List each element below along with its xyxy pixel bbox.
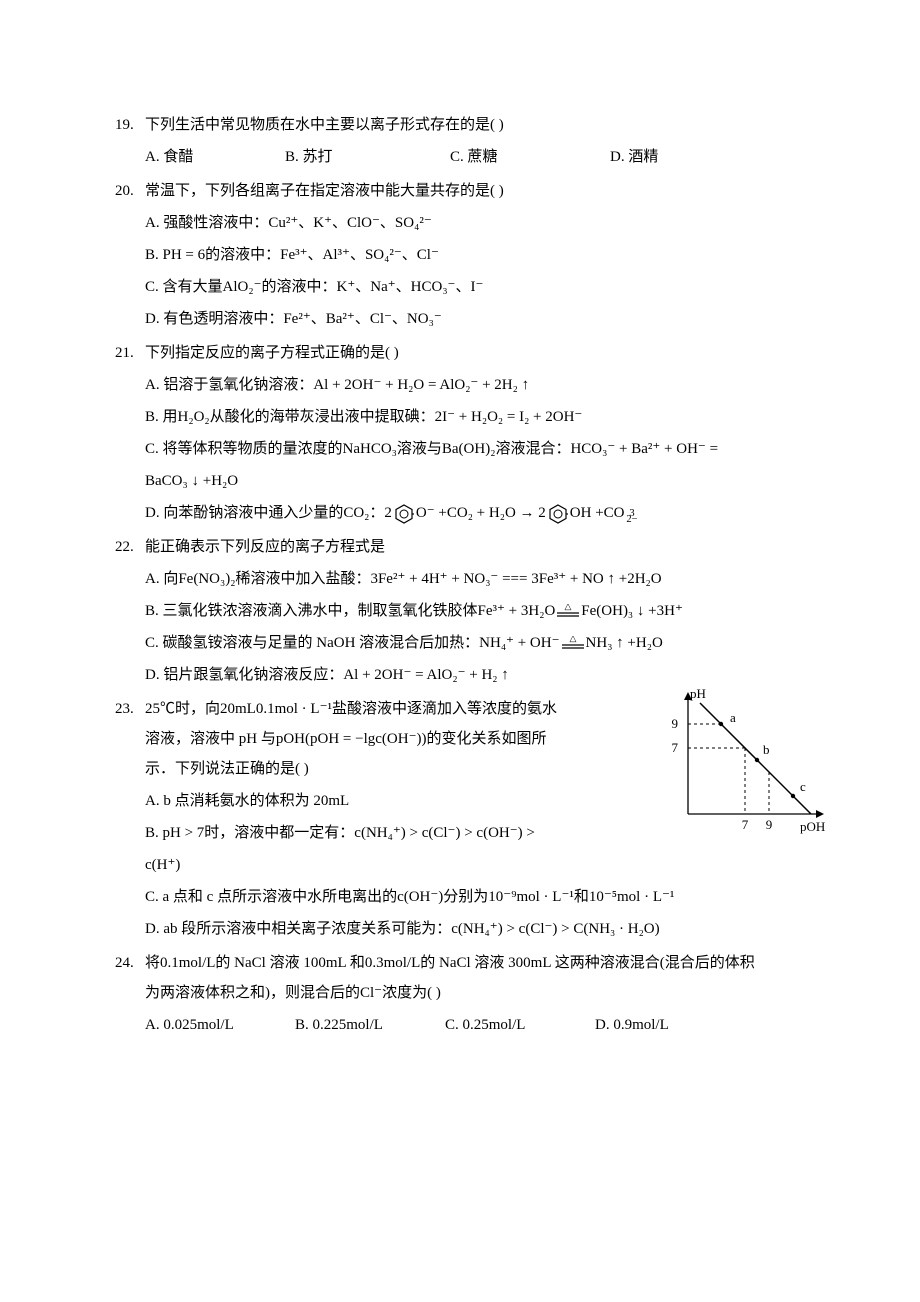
q21-opt-c2: BaCO₃ ↓ +H₂O — [145, 466, 820, 496]
q22-opt-a: A. 向Fe(NO₃)₂稀溶液中加入盐酸：3Fe²⁺ + 4H⁺ + NO₃⁻ … — [145, 564, 820, 594]
label-b: b — [763, 742, 770, 757]
xtick-7: 7 — [742, 817, 749, 832]
heat-equals-icon: △ — [555, 604, 581, 620]
q22-body: 能正确表示下列反应的离子方程式是 A. 向Fe(NO₃)₂稀溶液中加入盐酸：3F… — [145, 532, 820, 690]
q21-stem: 下列指定反应的离子方程式正确的是( ) — [145, 338, 820, 368]
question-23: 23. 25℃时，向20mL0.1mol · L⁻¹盐酸溶液中逐滴加入等浓度的氨… — [115, 694, 820, 944]
q20-opt-b: B. PH = 6的溶液中：Fe³⁺、Al³⁺、SO₄²⁻、Cl⁻ — [145, 240, 820, 270]
q20-a-pre: A. 强酸性溶液中： — [145, 215, 268, 231]
q20-body: 常温下，下列各组离子在指定溶液中能大量共存的是( ) A. 强酸性溶液中：Cu²… — [145, 176, 820, 334]
q20-b-pre: B. PH = 6的溶液中： — [145, 247, 280, 263]
q20-a-ions: Cu²⁺、K⁺、ClO⁻、SO₄²⁻ — [268, 215, 431, 231]
q19-num: 19. — [115, 110, 145, 172]
q20-d-ions: Fe²⁺、Ba²⁺、Cl⁻、NO₃⁻ — [283, 311, 441, 327]
heat-equals-icon: △ — [560, 636, 586, 652]
question-22: 22. 能正确表示下列反应的离子方程式是 A. 向Fe(NO₃)₂稀溶液中加入盐… — [115, 532, 820, 690]
q23-opt-b2: c(H⁺) — [145, 850, 820, 880]
q24-stem2: 为两溶液体积之和)，则混合后的Cl⁻浓度为( ) — [145, 978, 820, 1008]
svg-text:△: △ — [569, 636, 576, 643]
q20-opt-a: A. 强酸性溶液中：Cu²⁺、K⁺、ClO⁻、SO₄²⁻ — [145, 208, 820, 238]
point-c — [791, 794, 795, 798]
question-19: 19. 下列生活中常见物质在水中主要以离子形式存在的是( ) A. 食醋 B. … — [115, 110, 820, 172]
q20-stem: 常温下，下列各组离子在指定溶液中能大量共存的是( ) — [145, 176, 820, 206]
q22-opt-c: C. 碳酸氢铵溶液与足量的 NaOH 溶液混合后加热：NH₄⁺ + OH⁻ △ NH… — [145, 628, 820, 658]
benzene-icon — [394, 504, 414, 524]
q19-stem: 下列生活中常见物质在水中主要以离子形式存在的是( ) — [145, 110, 820, 140]
q23-num: 23. — [115, 694, 145, 944]
q24-num: 24. — [115, 948, 145, 1040]
benzene-icon — [548, 504, 568, 524]
point-b — [755, 758, 759, 762]
q22-opt-b: B. 三氯化铁浓溶液滴入沸水中，制取氢氧化铁胶体Fe³⁺ + 3H₂O △ Fe(O… — [145, 596, 820, 626]
q21-d-mid1: O⁻ +CO₂ + H₂O → 2 — [416, 505, 546, 521]
q21-opt-d: D. 向苯酚钠溶液中通入少量的CO₂：2 O⁻ +CO₂ + H₂O → 2 OH … — [145, 498, 820, 528]
q21-opt-c1: C. 将等体积等物质的量浓度的NaHCO₃溶液与Ba(OH)₂溶液混合：HCO₃… — [145, 434, 820, 464]
question-21: 21. 下列指定反应的离子方程式正确的是( ) A. 铝溶于氢氧化钠溶液：Al … — [115, 338, 820, 528]
q24-opt-a: A. 0.025mol/L — [145, 1010, 295, 1040]
label-a: a — [730, 710, 736, 725]
ytick-7: 7 — [672, 740, 679, 755]
q19-opt-b: B. 苏打 — [285, 142, 450, 172]
q20-d-pre: D. 有色透明溶液中： — [145, 311, 283, 327]
q22-stem: 能正确表示下列反应的离子方程式是 — [145, 532, 820, 562]
q19-opt-a: A. 食醋 — [145, 142, 285, 172]
q23-chart: pH pOH 9 7 7 9 a — [660, 686, 830, 836]
page: 19. 下列生活中常见物质在水中主要以离子形式存在的是( ) A. 食醋 B. … — [0, 0, 920, 1104]
q20-opt-c: C. 含有大量AlO₂⁻的溶液中：K⁺、Na⁺、HCO₃⁻、I⁻ — [145, 272, 820, 302]
q20-b-ions: Fe³⁺、Al³⁺、SO₄²⁻、Cl⁻ — [280, 247, 439, 263]
xtick-9: 9 — [766, 817, 773, 832]
q24-body: 将0.1mol/L的 NaCl 溶液 100mL 和0.3mol/L的 NaCl… — [145, 948, 820, 1040]
question-24: 24. 将0.1mol/L的 NaCl 溶液 100mL 和0.3mol/L的 … — [115, 948, 820, 1040]
q21-opt-b: B. 用H₂O₂从酸化的海带灰浸出液中提取碘：2I⁻ + H₂O₂ = I₂ +… — [145, 402, 820, 432]
q20-opt-d: D. 有色透明溶液中：Fe²⁺、Ba²⁺、Cl⁻、NO₃⁻ — [145, 304, 820, 334]
q21-body: 下列指定反应的离子方程式正确的是( ) A. 铝溶于氢氧化钠溶液：Al + 2O… — [145, 338, 820, 528]
point-a — [719, 722, 723, 726]
svg-text:△: △ — [565, 604, 572, 611]
q21-num: 21. — [115, 338, 145, 528]
q24-opt-d: D. 0.9mol/L — [595, 1010, 669, 1040]
q22-b-post: Fe(OH)₃ ↓ +3H⁺ — [581, 603, 683, 619]
q24-options: A. 0.025mol/L B. 0.225mol/L C. 0.25mol/L… — [145, 1010, 820, 1040]
q22-b-pre: B. 三氯化铁浓溶液滴入沸水中，制取氢氧化铁胶体Fe³⁺ + 3H₂O — [145, 603, 555, 619]
q20-num: 20. — [115, 176, 145, 334]
q23-opt-c: C. a 点和 c 点所示溶液中水所电离出的c(OH⁻)分别为10⁻⁹mol ·… — [145, 882, 820, 912]
q21-d-mid2: OH +CO — [570, 505, 625, 521]
q19-body: 下列生活中常见物质在水中主要以离子形式存在的是( ) A. 食醋 B. 苏打 C… — [145, 110, 820, 172]
label-c: c — [800, 779, 806, 794]
question-20: 20. 常温下，下列各组离子在指定溶液中能大量共存的是( ) A. 强酸性溶液中… — [115, 176, 820, 334]
q24-stem1: 将0.1mol/L的 NaCl 溶液 100mL 和0.3mol/L的 NaCl… — [145, 948, 820, 978]
q22-c-pre: C. 碳酸氢铵溶液与足量的 NaOH 溶液混合后加热：NH₄⁺ + OH⁻ — [145, 635, 560, 651]
x-axis-label: pOH — [800, 819, 825, 834]
q21-d-pre: D. 向苯酚钠溶液中通入少量的CO₂：2 — [145, 505, 392, 521]
ytick-9: 9 — [672, 716, 679, 731]
q23-opt-d: D. ab 段所示溶液中相关离子浓度关系可能为：c(NH₄⁺) > c(Cl⁻)… — [145, 914, 820, 944]
q21-d-sub: 3 — [625, 503, 640, 524]
q23-body: 25℃时，向20mL0.1mol · L⁻¹盐酸溶液中逐滴加入等浓度的氨水 溶液… — [145, 694, 820, 944]
q19-opt-c: C. 蔗糖 — [450, 142, 610, 172]
q20-c-pre: C. 含有大量AlO₂⁻的溶液中： — [145, 279, 337, 295]
q19-opt-d: D. 酒精 — [610, 142, 658, 172]
q24-opt-c: C. 0.25mol/L — [445, 1010, 595, 1040]
y-axis-label: pH — [690, 686, 706, 701]
q24-opt-b: B. 0.225mol/L — [295, 1010, 445, 1040]
q22-num: 22. — [115, 532, 145, 690]
q19-options: A. 食醋 B. 苏打 C. 蔗糖 D. 酒精 — [145, 142, 820, 172]
q20-c-ions: K⁺、Na⁺、HCO₃⁻、I⁻ — [337, 279, 484, 295]
q22-c-post: NH₃ ↑ +H₂O — [586, 635, 663, 651]
q21-opt-a: A. 铝溶于氢氧化钠溶液：Al + 2OH⁻ + H₂O = AlO₂⁻ + 2… — [145, 370, 820, 400]
